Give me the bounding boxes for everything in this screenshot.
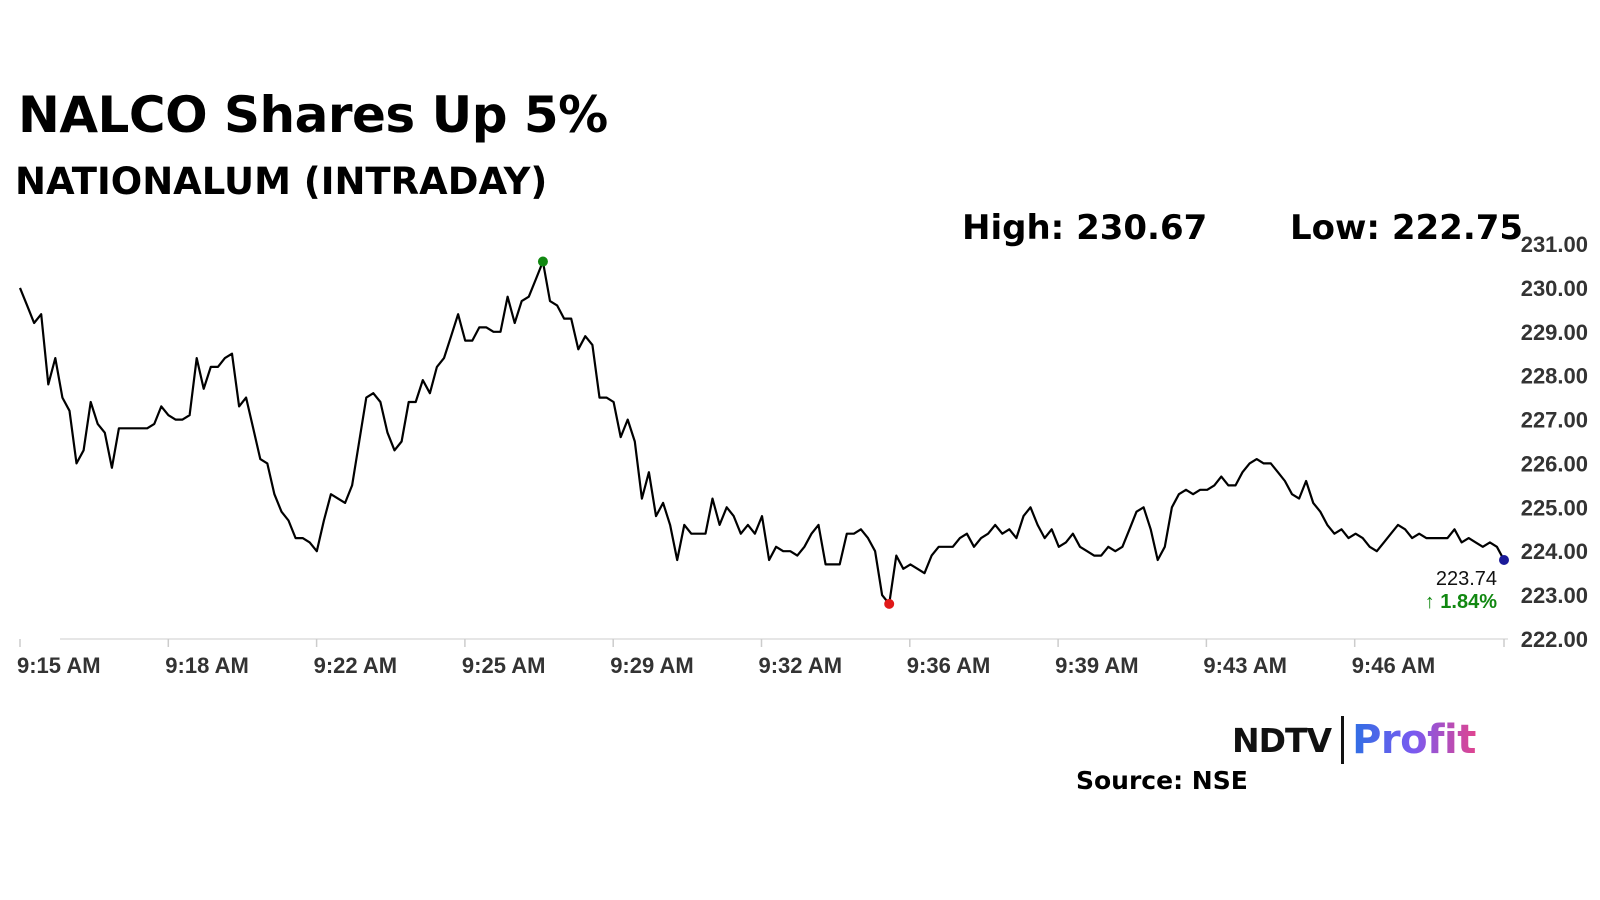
chart-title: NALCO Shares Up 5% <box>18 86 608 144</box>
x-tick-label: 9:25 AM <box>462 653 546 678</box>
y-tick-label: 231.00 <box>1521 232 1588 257</box>
low-marker <box>884 598 895 609</box>
high-marker <box>537 256 548 267</box>
x-tick-label: 9:43 AM <box>1203 653 1287 678</box>
y-axis: 231.00 230.00 229.00 228.00 227.00 226.00 225.… <box>1521 232 1588 652</box>
y-tick-label: 225.00 <box>1521 495 1588 520</box>
x-tick-label: 9:29 AM <box>610 653 694 678</box>
x-axis: 9:15 AM 9:18 AM 9:22 AM 9:25 AM 9:29 AM 9:32 … <box>17 638 1508 678</box>
y-tick-label: 227.00 <box>1521 408 1588 433</box>
low-value: Low: 222.75 <box>1290 208 1524 248</box>
x-tick-label: 9:39 AM <box>1055 653 1139 678</box>
profit-logo-text: Profit <box>1352 717 1476 763</box>
ndtv-logo-text: NDTV <box>1232 720 1332 760</box>
x-tick-label: 9:22 AM <box>314 653 398 678</box>
logo-divider <box>1341 716 1345 764</box>
price-line <box>18 260 1505 605</box>
x-tick-label: 9:15 AM <box>17 653 101 678</box>
source-note: Source: NSE <box>1076 766 1248 795</box>
x-tick-label: 9:36 AM <box>907 653 991 678</box>
chart-subtitle: NATIONALUM (INTRADAY) <box>15 160 548 203</box>
last-price-marker <box>1499 555 1509 565</box>
x-tick-label: 9:32 AM <box>759 653 843 678</box>
x-tick-label: 9:46 AM <box>1352 653 1436 678</box>
change-label: ↑ 1.84% <box>1425 591 1497 613</box>
x-tick-label: 9:18 AM <box>165 653 249 678</box>
last-price-label: 223.74 <box>1436 568 1497 590</box>
y-tick-label: 223.00 <box>1521 583 1588 608</box>
y-tick-label: 226.00 <box>1521 451 1588 476</box>
y-tick-label: 229.00 <box>1521 320 1588 345</box>
y-tick-label: 222.00 <box>1521 627 1588 652</box>
high-value: High: 230.67 <box>962 208 1208 248</box>
plot-area: 223.74↑ 1.84% <box>18 256 1509 613</box>
y-tick-label: 224.00 <box>1521 539 1588 564</box>
y-tick-label: 230.00 <box>1521 276 1588 301</box>
y-tick-label: 228.00 <box>1521 364 1588 389</box>
ndtv-profit-logo: NDTV Profit <box>1232 714 1476 766</box>
